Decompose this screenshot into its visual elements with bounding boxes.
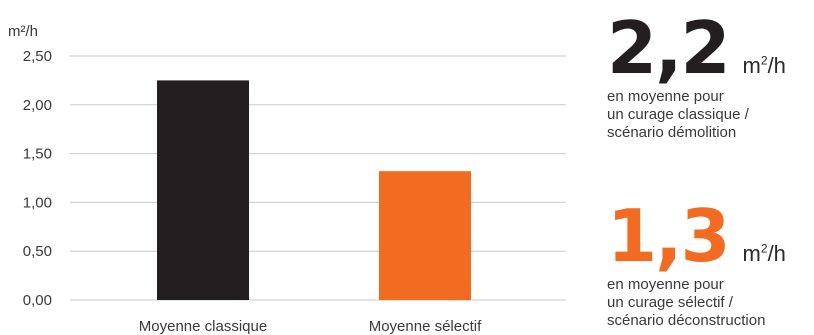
stat-selectif-value: 1,3 [607,194,731,278]
stat-selectif-unit: m2/h [742,241,786,266]
y-tick-label: 2,00 [23,97,52,114]
y-tick-label: 2,50 [23,48,52,65]
y-tick-label: 1,50 [23,146,52,163]
stat-classique-description: en moyenne pour un curage classique / sc… [607,88,812,142]
stat-classique-desc-line: un curage classique / [607,106,749,123]
stat-classique-unit: m2/h [742,53,786,78]
bar-chart: m²/h 0,00 0,50 1,00 1,50 2,00 2,50 Moyenne clas… [8,23,566,335]
stat-selectif-description: en moyenne pour un curage sélectif / scé… [607,276,812,330]
bar [379,171,471,300]
stat-selectif-desc-line: scénario déconstruction [607,312,766,329]
stat-classique-value: 2,2 [607,6,731,90]
y-axis-unit-label: m²/h [8,23,38,40]
stat-selectif-desc-line: en moyenne pour [607,276,724,293]
stat-classique-desc-line: scénario démolition [607,124,737,141]
stat-selectif-desc-line: un curage sélectif / [607,294,733,311]
bar [157,80,249,301]
y-tick-label: 0,50 [23,243,52,260]
stat-selectif-value-row: 1,3 m2/h [607,198,812,274]
stat-selectif: 1,3 m2/h en moyenne pour un curage sélec… [607,198,812,330]
category-label: Moyenne classique [139,318,267,335]
stat-classique: 2,2 m2/h en moyenne pour un curage class… [607,10,812,142]
stat-classique-desc-line: en moyenne pour [607,88,724,105]
category-label: Moyenne sélectif [369,318,482,335]
y-tick-label: 1,00 [23,194,52,211]
y-tick-label: 0,00 [23,292,52,309]
stat-classique-value-row: 2,2 m2/h [607,10,812,86]
